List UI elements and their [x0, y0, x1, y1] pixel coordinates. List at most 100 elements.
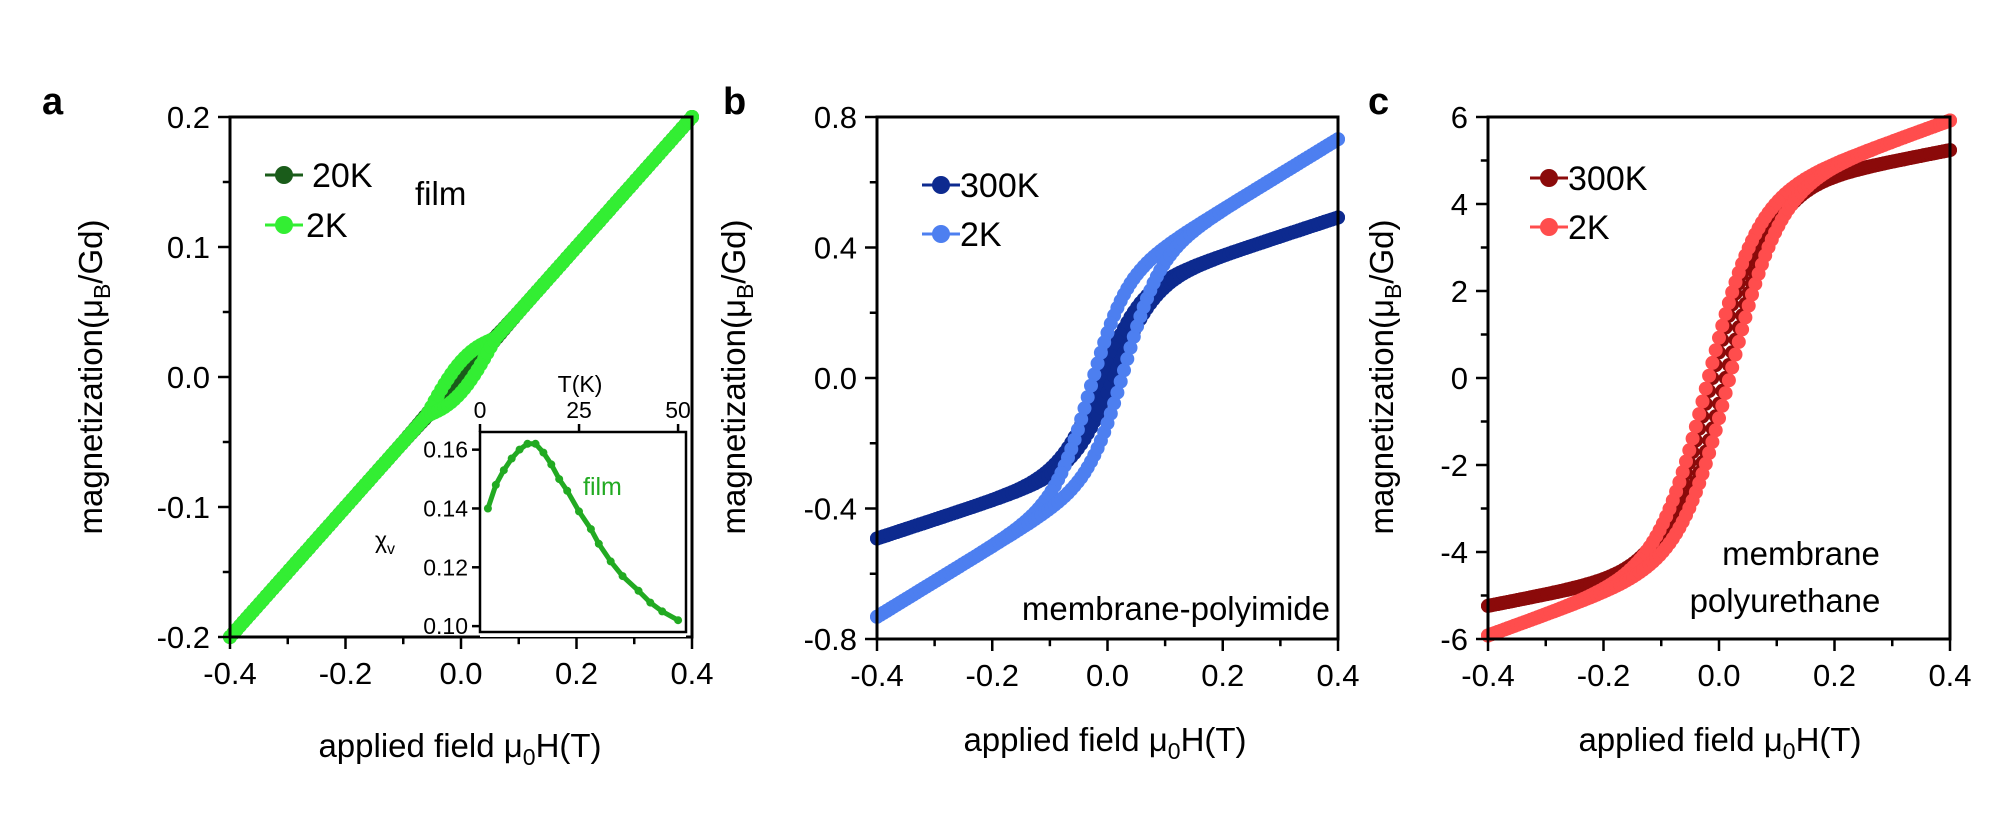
y-tick-label: -0.1 [157, 490, 210, 525]
inset-point [575, 507, 583, 516]
panel-c-legend: 300K 2K [1530, 160, 1648, 247]
inset-y-tick-label: 0.16 [423, 437, 468, 463]
data-point [1702, 368, 1717, 383]
data-point [1080, 390, 1095, 405]
data-point [1712, 411, 1726, 426]
panel-b-legend: 300K 2K [922, 167, 1040, 254]
x-tick-label: 0.2 [1201, 658, 1244, 693]
panel-c-annotation-line1: membrane [1722, 535, 1880, 572]
data-point [1715, 318, 1730, 333]
data-point [1074, 412, 1089, 427]
data-point [1077, 401, 1092, 416]
y-tick-label: 0.1 [167, 230, 210, 265]
data-point [1721, 373, 1736, 388]
legend-marker-2K [1540, 218, 1558, 236]
y-tick-label: 0.4 [814, 231, 857, 266]
inset-point [594, 539, 603, 548]
y-tick-label: -0.4 [804, 492, 857, 527]
data-point [1688, 419, 1703, 434]
panel-b-letter: b [723, 81, 746, 123]
legend-label-2K: 2K [960, 216, 1002, 254]
panel-c-letter: c [1368, 81, 1389, 123]
data-point [1745, 287, 1759, 302]
inset-point [555, 475, 564, 484]
panel-a-inset: 0 25 50 0.10 0.12 0.14 0.16 T(K) χv film [375, 371, 691, 639]
x-tick-label: -0.2 [319, 656, 372, 691]
data-point [1715, 398, 1730, 413]
inset-point [606, 557, 615, 566]
data-point [1705, 434, 1720, 449]
data-point [1718, 386, 1733, 401]
data-point [1712, 330, 1726, 345]
legend-marker-300K [1540, 169, 1558, 187]
data-point [1731, 334, 1746, 349]
data-point [1725, 360, 1740, 375]
inset-y-tick-label: 0.12 [423, 554, 468, 580]
data-point [1685, 431, 1700, 446]
data-point [1093, 345, 1108, 360]
legend-marker-300K [932, 176, 950, 194]
inset-annotation: film [583, 473, 622, 501]
data-point [1090, 356, 1105, 371]
legend-label-20K: 20K [312, 157, 373, 195]
inset-point [547, 460, 556, 469]
legend-label-300K: 300K [1568, 160, 1648, 198]
inset-point [646, 598, 655, 607]
inset-ylabel: χv [375, 527, 395, 558]
data-point [1120, 351, 1135, 366]
data-point [1735, 322, 1750, 337]
panel-c-ylabel: magnetization(μB/Gd) [1363, 220, 1406, 535]
data-point [1702, 446, 1717, 461]
panel-c: c -0.4 -0.2 0.0 0.2 0.4 -6 -4 -2 0 2 4 6 magnetizat… [1363, 81, 1972, 764]
inset-y-tick-label: 0.14 [423, 495, 468, 521]
data-point [1087, 367, 1102, 382]
data-point [1705, 355, 1720, 370]
y-tick-label: 0 [1451, 361, 1468, 396]
legend-label-300K: 300K [960, 167, 1040, 205]
inset-point [674, 616, 683, 625]
data-point [1123, 340, 1138, 355]
inset-marks [483, 439, 683, 625]
y-tick-label: 0.0 [814, 361, 857, 396]
inset-x-tick-label: 50 [665, 397, 691, 423]
data-point [1107, 396, 1122, 411]
y-tick-label: 0.0 [167, 360, 210, 395]
x-tick-label: 0.4 [1928, 658, 1971, 693]
inset-point [586, 525, 595, 534]
data-point [1708, 343, 1723, 358]
legend-marker-2K [932, 225, 950, 243]
legend-label-2K: 2K [1568, 209, 1610, 247]
x-tick-label: -0.4 [850, 658, 903, 693]
data-point [1110, 385, 1125, 400]
inset-point [563, 486, 572, 495]
y-tick-label: 4 [1451, 187, 1468, 222]
inset-point [483, 504, 492, 513]
inset-point [499, 466, 508, 475]
data-point [1113, 374, 1128, 389]
inset-point [531, 439, 540, 448]
x-tick-label: -0.4 [1461, 658, 1514, 693]
data-point [1698, 381, 1713, 396]
data-point [1695, 394, 1710, 409]
panel-a-legend: 20K 2K [265, 157, 373, 245]
panel-c-ticks: -0.4 -0.2 0.0 0.2 0.4 -6 -4 -2 0 2 4 6 [1440, 100, 1971, 693]
panel-c-annotation-line2: polyurethane [1690, 582, 1881, 619]
y-tick-label: -4 [1440, 535, 1468, 570]
y-tick-label: -6 [1440, 622, 1468, 657]
data-point [1725, 285, 1740, 300]
panel-a-marks [223, 110, 699, 644]
x-tick-label: 0.0 [439, 656, 482, 691]
y-tick-label: -2 [1440, 448, 1468, 483]
panel-a: a -0.4 -0.2 0.0 0.2 0.4-0.2-0.10.00.10.2 mag… [42, 81, 714, 770]
inset-x-tick-label: 25 [566, 397, 592, 423]
panel-a-ticks: -0.4 -0.2 0.0 0.2 0.4-0.2-0.10.00.10.2 [157, 100, 714, 691]
panel-a-annotation: film [415, 175, 466, 212]
y-tick-label: 6 [1451, 100, 1468, 135]
legend-marker-20K [275, 166, 293, 184]
inset-point [491, 480, 500, 489]
panel-b-xlabel: applied field μ0H(T) [963, 721, 1246, 764]
data-point [1698, 456, 1713, 471]
inset-point [523, 439, 532, 448]
data-point [1084, 378, 1098, 393]
inset-point [634, 586, 643, 595]
